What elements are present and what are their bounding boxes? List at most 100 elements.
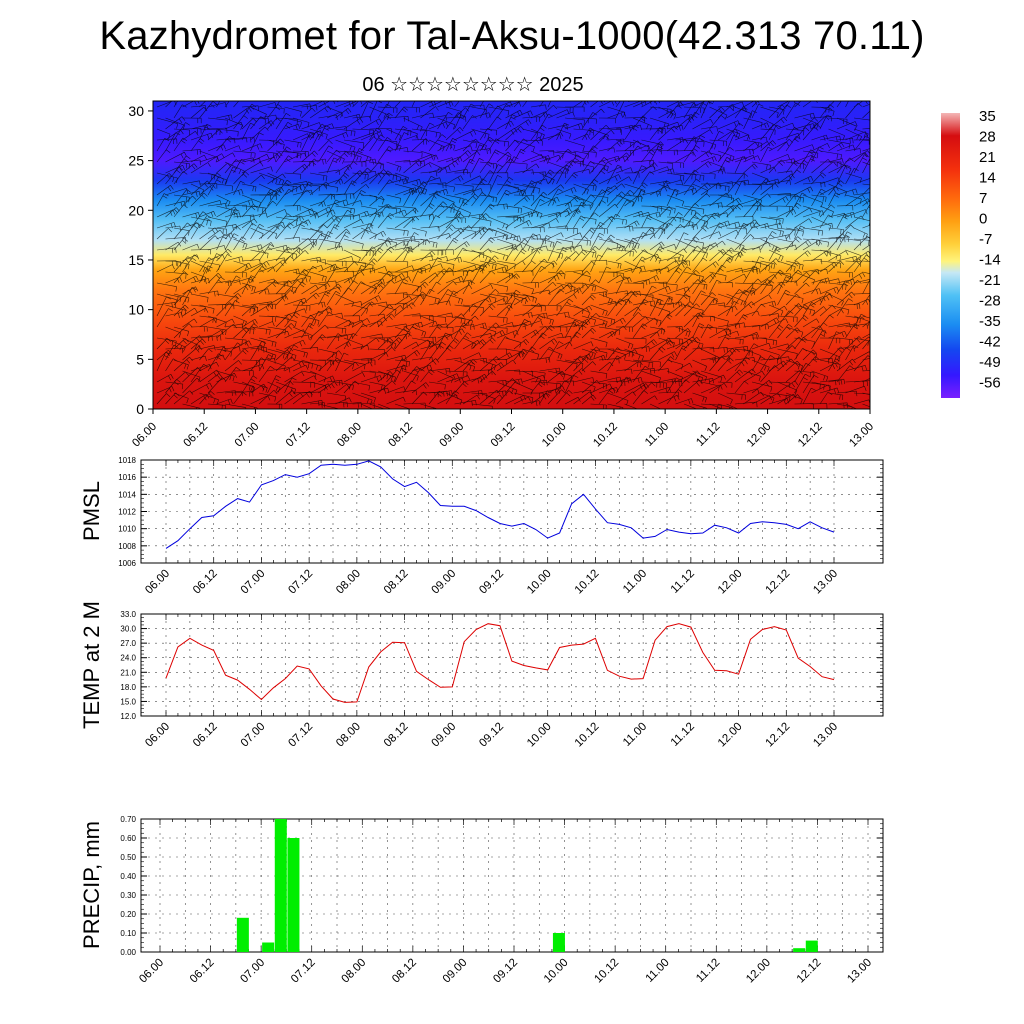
wind-barb (598, 266, 612, 284)
wind-barb (496, 322, 514, 328)
wind-barb (326, 111, 344, 119)
x-tick-label: 10.12 (592, 957, 621, 986)
precip-bar (552, 933, 565, 952)
wind-barb (190, 249, 211, 255)
wind-barb (173, 189, 191, 207)
wind-barb (190, 363, 208, 383)
wind-barb (411, 101, 416, 108)
wind-barb (403, 267, 427, 274)
wind-barb (717, 181, 734, 187)
wind-barb (343, 333, 358, 350)
y-tick-label: 12.0 (120, 712, 136, 721)
wind-barb (836, 213, 849, 229)
wind-barb (462, 115, 477, 130)
wind-barb (743, 287, 757, 306)
wind-barb (394, 302, 416, 317)
wind-barb (819, 150, 842, 160)
wind-barb (590, 124, 610, 141)
y-tick-label: 0.00 (120, 948, 136, 957)
wind-barb (182, 335, 203, 350)
wind-barb (190, 138, 205, 152)
wind-barb (785, 260, 801, 273)
wind-barb (369, 352, 389, 361)
wind-barb (658, 394, 680, 405)
wind-barb (556, 148, 572, 163)
wind-barb (343, 301, 363, 307)
wind-barb (632, 117, 653, 131)
wind-barb (479, 128, 498, 136)
wind-barb (267, 330, 290, 339)
wind-barb (845, 279, 862, 295)
wind-barb (224, 271, 247, 278)
precip-bar (287, 838, 300, 952)
wind-barb (377, 213, 395, 229)
wind-barb (573, 304, 591, 318)
wind-barb (819, 161, 837, 174)
wind-barb (190, 293, 209, 303)
wind-barb (182, 367, 202, 383)
wind-barb (624, 145, 642, 163)
wind-barb (641, 171, 655, 185)
wind-barb (156, 296, 172, 317)
wind-barb (462, 304, 484, 313)
wind-barb (428, 121, 449, 130)
wind-barb (445, 328, 465, 339)
wind-barb (760, 348, 780, 360)
wind-barb (394, 358, 407, 372)
y-tick-label: 1012 (118, 508, 136, 517)
wind-barb (488, 138, 501, 152)
wind-barb (836, 157, 854, 174)
wind-barb (862, 281, 870, 284)
wind-barb (709, 271, 727, 281)
wind-barb (182, 163, 198, 174)
wind-barb (292, 348, 308, 358)
wind-barb (734, 173, 749, 185)
wind-barb (445, 237, 459, 251)
wind-barb (666, 303, 687, 317)
wind-barb (471, 322, 487, 329)
wind-barb (199, 227, 219, 240)
wind-barb (165, 129, 184, 141)
wind-barb (836, 138, 854, 144)
wind-barb (590, 337, 608, 348)
y-tick-label: 1014 (118, 490, 136, 499)
x-tick-label: 12.00 (716, 721, 745, 750)
wind-barb (301, 375, 317, 383)
wind-barb (853, 392, 870, 395)
wind-barb (785, 128, 805, 136)
grid (141, 613, 883, 717)
wind-barb (394, 132, 409, 152)
wind-barb (607, 348, 627, 360)
wind-barb (360, 359, 376, 366)
wind-barb (275, 280, 293, 295)
wind-barb (479, 103, 494, 119)
wind-barb (437, 326, 454, 333)
wind-barb (420, 342, 436, 361)
wind-barb (590, 200, 606, 218)
wind-barb (819, 278, 840, 284)
wind-barb (530, 304, 546, 312)
wind-barb (471, 248, 492, 262)
wind-barb (471, 284, 494, 295)
x-tick-label: 09.00 (438, 421, 467, 450)
wind-barb (751, 359, 770, 372)
y-tick-label: 1006 (118, 559, 136, 568)
x-tick-label: 09.00 (430, 568, 459, 597)
wind-barb (683, 203, 699, 218)
wind-barb (454, 150, 472, 163)
wind-barb (250, 304, 273, 317)
wind-barb (267, 189, 282, 207)
wind-barb (522, 233, 538, 251)
wind-barb (173, 155, 191, 174)
wind-barb (318, 286, 341, 295)
wind-barb (165, 337, 186, 352)
x-tick-label: 07.12 (289, 957, 318, 986)
wind-barb (343, 219, 364, 229)
wind-barb (675, 362, 693, 372)
wind-barb (607, 164, 623, 185)
wind-barb (335, 228, 350, 240)
wind-barb (462, 269, 474, 284)
wind-barb (343, 249, 361, 263)
wind-barb (488, 330, 506, 339)
x-tick-label: 06.12 (188, 957, 217, 986)
